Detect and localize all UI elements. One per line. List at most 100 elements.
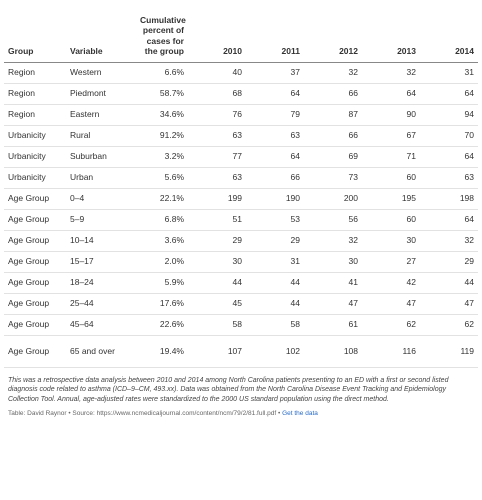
cell-y2014: 94	[420, 104, 478, 126]
cell-y2012: 32	[304, 62, 362, 84]
table-container: Group Variable Cumulative percent of cas…	[4, 0, 478, 418]
cell-y2014: 64	[420, 83, 478, 105]
cell-cum: 17.6%	[136, 293, 188, 315]
asthma-rates-table: Group Variable Cumulative percent of cas…	[4, 0, 478, 368]
cell-y2013: 67	[362, 125, 420, 147]
header-2014: 2014	[420, 0, 478, 63]
cell-y2013: 42	[362, 272, 420, 294]
table-row: Age Group 0–4 22.1% 199 190 200 195 198	[4, 188, 478, 210]
cell-variable: 15–17	[66, 251, 136, 273]
cell-y2011: 44	[246, 293, 304, 315]
cell-group: Age Group	[4, 251, 66, 273]
cell-cum: 3.2%	[136, 146, 188, 168]
get-data-link[interactable]: Get the data	[282, 410, 318, 418]
cell-y2012: 47	[304, 293, 362, 315]
table-body: Region Western 6.6% 40 37 32 32 31 Region Piedmon…	[4, 62, 478, 368]
header-2011: 2011	[246, 0, 304, 63]
table-row: Region Piedmont 58.7% 68 64 66 64 64	[4, 83, 478, 105]
cell-cum: 58.7%	[136, 83, 188, 105]
cell-y2013: 60	[362, 209, 420, 231]
cell-y2010: 76	[188, 104, 246, 126]
table-row: Age Group 5–9 6.8% 51 53 56 60 64	[4, 209, 478, 231]
cell-y2010: 68	[188, 83, 246, 105]
cell-y2014: 62	[420, 314, 478, 336]
cell-y2013: 47	[362, 293, 420, 315]
cell-y2010: 77	[188, 146, 246, 168]
cell-variable: 25–44	[66, 293, 136, 315]
cell-y2012: 73	[304, 167, 362, 189]
cell-variable: 10–14	[66, 230, 136, 252]
cell-y2014: 64	[420, 209, 478, 231]
cell-y2010: 30	[188, 251, 246, 273]
header-group: Group	[4, 0, 66, 63]
header-2010: 2010	[188, 0, 246, 63]
cell-y2010: 40	[188, 62, 246, 84]
cell-variable: 5–9	[66, 209, 136, 231]
table-notes: This was a retrospective data analysis b…	[8, 376, 449, 403]
cell-y2012: 56	[304, 209, 362, 231]
cell-variable: Eastern	[66, 104, 136, 126]
cell-y2011: 64	[246, 83, 304, 105]
cell-y2014: 70	[420, 125, 478, 147]
table-row: Age Group 25–44 17.6% 45 44 47 47 47	[4, 293, 478, 315]
table-row: Urbanicity Urban 5.6% 63 66 73 60 63	[4, 167, 478, 189]
cell-group: Age Group	[4, 335, 66, 368]
cell-cum: 6.8%	[136, 209, 188, 231]
cell-y2010: 29	[188, 230, 246, 252]
table-row: Age Group 45–64 22.6% 58 58 61 62 62	[4, 314, 478, 336]
cell-y2012: 69	[304, 146, 362, 168]
cell-variable: Urban	[66, 167, 136, 189]
table-row: Urbanicity Rural 91.2% 63 63 66 67 70	[4, 125, 478, 147]
cell-group: Region	[4, 104, 66, 126]
cell-variable: Rural	[66, 125, 136, 147]
cell-y2013: 64	[362, 83, 420, 105]
cell-y2014: 32	[420, 230, 478, 252]
cell-variable: Western	[66, 62, 136, 84]
cell-y2011: 79	[246, 104, 304, 126]
cell-y2011: 58	[246, 314, 304, 336]
cell-group: Age Group	[4, 314, 66, 336]
cell-y2013: 60	[362, 167, 420, 189]
cell-y2011: 53	[246, 209, 304, 231]
cell-y2013: 71	[362, 146, 420, 168]
table-row: Urbanicity Suburban 3.2% 77 64 69 71 64	[4, 146, 478, 168]
cell-cum: 5.9%	[136, 272, 188, 294]
cell-y2010: 199	[188, 188, 246, 210]
cell-cum: 5.6%	[136, 167, 188, 189]
cell-y2010: 63	[188, 125, 246, 147]
cell-y2011: 102	[246, 335, 304, 368]
cell-y2011: 44	[246, 272, 304, 294]
cell-y2011: 37	[246, 62, 304, 84]
table-row: Age Group 65 and over 19.4% 107 102 108 116 119	[4, 335, 478, 368]
header-cumulative: Cumulative percent of cases for the grou…	[136, 0, 188, 63]
table-row: Region Eastern 34.6% 76 79 87 90 94	[4, 104, 478, 126]
cell-y2011: 190	[246, 188, 304, 210]
source-line: Table: David Raynor • Source: https://ww…	[4, 404, 478, 418]
cell-y2010: 51	[188, 209, 246, 231]
cell-group: Region	[4, 62, 66, 84]
table-row: Region Western 6.6% 40 37 32 32 31	[4, 62, 478, 84]
cell-y2010: 63	[188, 167, 246, 189]
cell-y2013: 195	[362, 188, 420, 210]
source-text: Table: David Raynor • Source: https://ww…	[8, 410, 281, 418]
cell-group: Age Group	[4, 209, 66, 231]
cell-y2014: 63	[420, 167, 478, 189]
cell-group: Urbanicity	[4, 146, 66, 168]
table-header: Group Variable Cumulative percent of cas…	[4, 0, 478, 63]
cell-variable: 45–64	[66, 314, 136, 336]
cell-y2011: 66	[246, 167, 304, 189]
cell-group: Age Group	[4, 188, 66, 210]
cell-y2012: 87	[304, 104, 362, 126]
cell-y2010: 45	[188, 293, 246, 315]
cell-y2014: 198	[420, 188, 478, 210]
cell-y2012: 30	[304, 251, 362, 273]
cell-variable: Piedmont	[66, 83, 136, 105]
cell-variable: 65 and over	[66, 335, 136, 368]
cell-y2013: 30	[362, 230, 420, 252]
cell-y2011: 31	[246, 251, 304, 273]
cell-group: Age Group	[4, 293, 66, 315]
cell-variable: 0–4	[66, 188, 136, 210]
header-2012: 2012	[304, 0, 362, 63]
cell-cum: 3.6%	[136, 230, 188, 252]
cell-y2010: 44	[188, 272, 246, 294]
